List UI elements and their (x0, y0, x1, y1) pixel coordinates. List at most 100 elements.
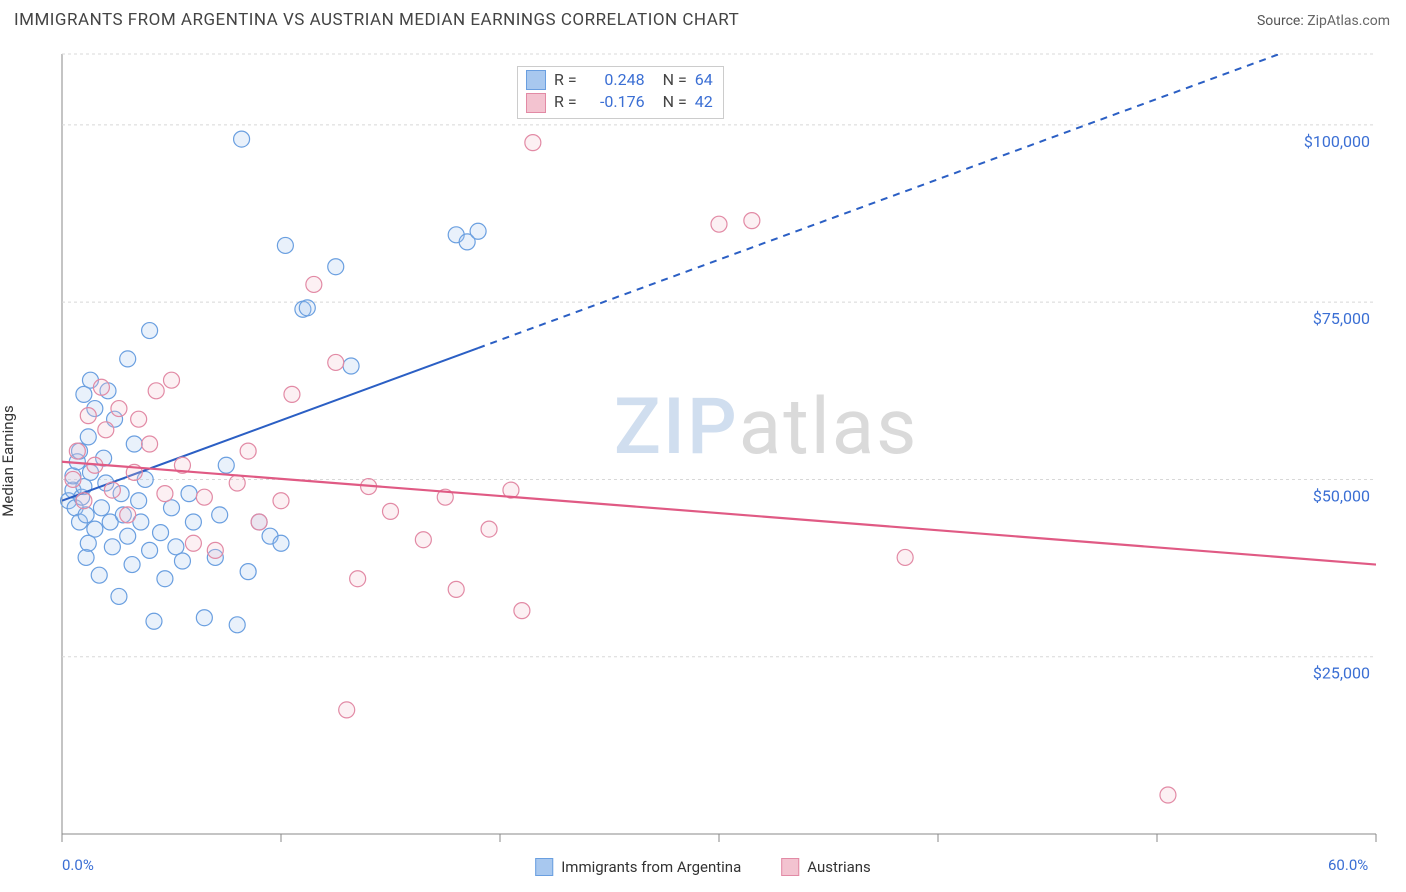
data-point (328, 259, 344, 275)
data-point (273, 535, 289, 551)
data-point (164, 372, 180, 388)
data-point (234, 131, 250, 147)
y-tick-label: $75,000 (1313, 309, 1370, 328)
legend-swatch (535, 858, 553, 876)
stat-r-label: R = (554, 91, 577, 113)
stat-r-value: 0.248 (585, 69, 645, 91)
data-point (339, 702, 355, 718)
x-axis-max-label: 60.0% (1328, 856, 1368, 874)
data-point (142, 323, 158, 339)
stats-row: R = -0.176 N = 42 (526, 91, 713, 113)
data-point (525, 135, 541, 151)
data-point (240, 564, 256, 580)
data-point (153, 525, 169, 541)
data-point (120, 507, 136, 523)
data-point (299, 300, 315, 316)
source-label: Source: (1257, 13, 1304, 29)
data-point (212, 507, 228, 523)
data-point (120, 528, 136, 544)
data-point (229, 475, 245, 491)
data-point (157, 571, 173, 587)
data-point (120, 351, 136, 367)
source-value: ZipAtlas.com (1307, 13, 1390, 29)
data-point (1160, 787, 1176, 803)
y-tick-label: $25,000 (1313, 664, 1370, 683)
legend-item: Immigrants from Argentina (535, 858, 741, 876)
data-point (251, 514, 267, 530)
y-axis-label: Median Earnings (0, 405, 17, 516)
scatter-chart: $25,000 $50,000 $75,000 $100,000 (14, 44, 1392, 848)
data-point (104, 482, 120, 498)
data-point (448, 581, 464, 597)
chart-container: Median Earnings $25,000$50,000$75,000$10… (14, 44, 1392, 878)
data-point (131, 493, 147, 509)
data-point (328, 354, 344, 370)
legend-label: Austrians (807, 858, 871, 876)
data-point (481, 521, 497, 537)
data-point (148, 383, 164, 399)
legend-swatch (781, 858, 799, 876)
data-point (897, 549, 913, 565)
data-point (273, 493, 289, 509)
data-point (229, 617, 245, 633)
data-point (207, 542, 223, 558)
data-point (78, 507, 94, 523)
data-point (111, 401, 127, 417)
data-point (185, 535, 201, 551)
trend-line-solid (62, 462, 1376, 565)
data-point (196, 610, 212, 626)
stat-r-value: -0.176 (585, 91, 645, 113)
correlation-stats-box: R = 0.248 N = 64 R = -0.176 N = 42 (517, 66, 724, 119)
data-point (711, 216, 727, 232)
data-point (350, 571, 366, 587)
data-point (174, 553, 190, 569)
data-point (146, 613, 162, 629)
data-point (343, 358, 359, 374)
data-point (142, 542, 158, 558)
stat-n-label: N = (663, 91, 687, 113)
stat-r-label: R = (554, 69, 577, 91)
data-point (80, 535, 96, 551)
data-point (131, 411, 147, 427)
data-point (181, 486, 197, 502)
data-point (415, 532, 431, 548)
data-point (80, 408, 96, 424)
data-point (185, 514, 201, 530)
data-point (744, 213, 760, 229)
data-point (284, 386, 300, 402)
x-axis-min-label: 0.0% (62, 856, 94, 874)
data-point (80, 429, 96, 445)
data-point (164, 500, 180, 516)
data-point (142, 436, 158, 452)
data-point (514, 603, 530, 619)
data-point (76, 493, 92, 509)
data-point (124, 557, 140, 573)
stat-n-value: 42 (695, 91, 713, 113)
data-point (76, 386, 92, 402)
data-point (104, 539, 120, 555)
data-point (65, 471, 81, 487)
stat-n-label: N = (663, 69, 687, 91)
stats-swatch (526, 93, 546, 113)
data-point (196, 489, 212, 505)
data-point (98, 422, 114, 438)
data-point (218, 457, 234, 473)
data-point (111, 588, 127, 604)
data-point (69, 443, 85, 459)
x-axis-labels: 0.0% 60.0% Immigrants from Argentina Aust… (14, 848, 1392, 878)
data-point (470, 223, 486, 239)
data-point (157, 486, 173, 502)
data-point (126, 436, 142, 452)
legend-item: Austrians (781, 858, 871, 876)
stat-n-value: 64 (695, 69, 713, 91)
data-point (306, 276, 322, 292)
y-tick-label: $50,000 (1313, 486, 1370, 505)
data-point (93, 379, 109, 395)
data-point (383, 503, 399, 519)
data-point (240, 443, 256, 459)
y-tick-label: $100,000 (1304, 132, 1370, 151)
data-point (91, 567, 107, 583)
series-legend: Immigrants from Argentina Austrians (535, 858, 871, 876)
data-point (168, 539, 184, 555)
data-point (93, 500, 109, 516)
